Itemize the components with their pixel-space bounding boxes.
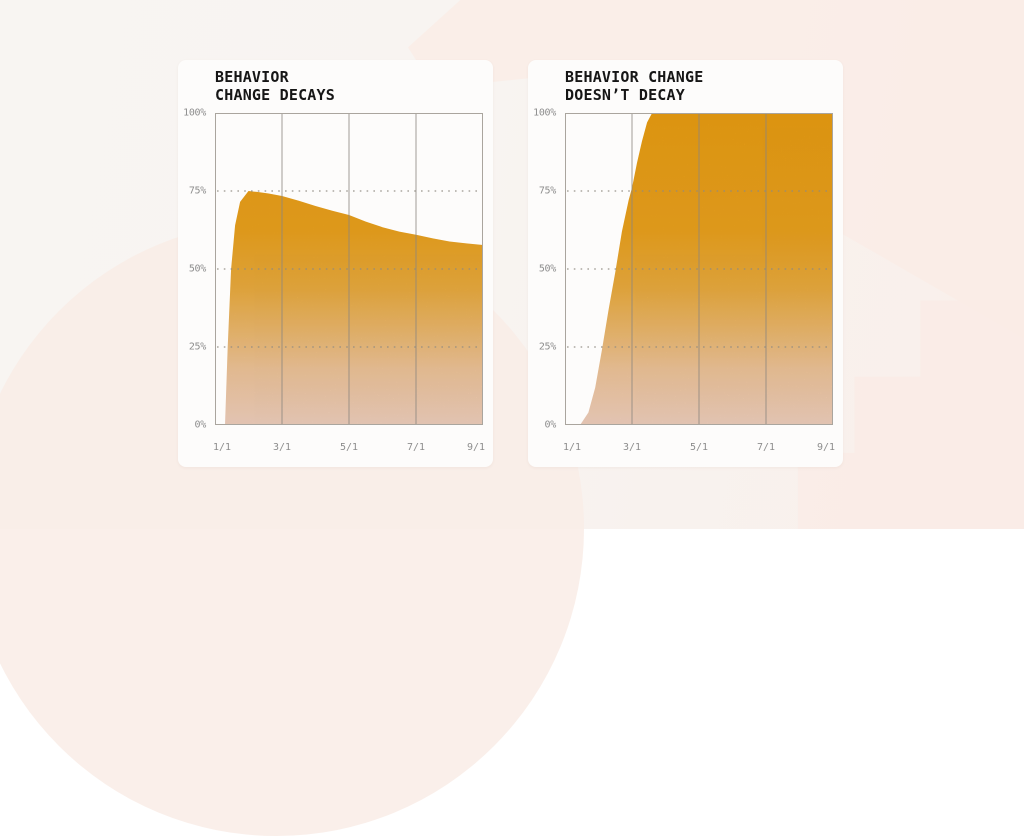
x-tick-label: 3/1: [272, 442, 292, 453]
x-tick-label: 1/1: [562, 442, 582, 453]
chart-card-behavior-doesnt-decay: BEHAVIOR CHANGE DOESN’T DECAY 100% 75% 5…: [528, 60, 843, 467]
chart-title-line1: BEHAVIOR: [215, 68, 289, 86]
x-tick-label: 9/1: [816, 442, 836, 453]
chart-title: BEHAVIOR CHANGE DOESN’T DECAY: [565, 68, 703, 104]
y-tick-label-25: 25%: [538, 341, 556, 353]
y-tick-label-0: 0%: [194, 419, 207, 431]
plot-border: [565, 113, 833, 425]
y-tick-label-50: 50%: [188, 263, 206, 275]
y-tick-label-50: 50%: [538, 263, 556, 275]
y-tick-label-75: 75%: [188, 185, 206, 197]
x-tick-label: 9/1: [466, 442, 486, 453]
chart-title-line2: DOESN’T DECAY: [565, 86, 685, 104]
x-tick-label: 5/1: [689, 442, 709, 453]
chart-title: BEHAVIOR CHANGE DECAYS: [215, 68, 335, 104]
plot-area: [565, 113, 833, 425]
x-tick-label: 7/1: [406, 442, 426, 453]
chart-title-line1: BEHAVIOR CHANGE: [565, 68, 704, 86]
y-tick-label-0: 0%: [544, 419, 557, 431]
area-chart-no-decay: [565, 113, 833, 425]
y-tick-label-100: 100%: [183, 107, 206, 119]
x-tick-label: 7/1: [756, 442, 776, 453]
x-tick-label: 1/1: [212, 442, 232, 453]
area-chart-decays: [215, 113, 483, 425]
plot-border: [215, 113, 483, 425]
chart-card-behavior-decays: BEHAVIOR CHANGE DECAYS 100% 75% 50% 25% …: [178, 60, 493, 467]
x-tick-label: 3/1: [622, 442, 642, 453]
x-tick-label: 5/1: [339, 442, 359, 453]
chart-title-line2: CHANGE DECAYS: [215, 86, 335, 104]
y-tick-label-25: 25%: [188, 341, 206, 353]
plot-area: [215, 113, 483, 425]
y-tick-label-75: 75%: [538, 185, 556, 197]
y-tick-label-100: 100%: [533, 107, 556, 119]
